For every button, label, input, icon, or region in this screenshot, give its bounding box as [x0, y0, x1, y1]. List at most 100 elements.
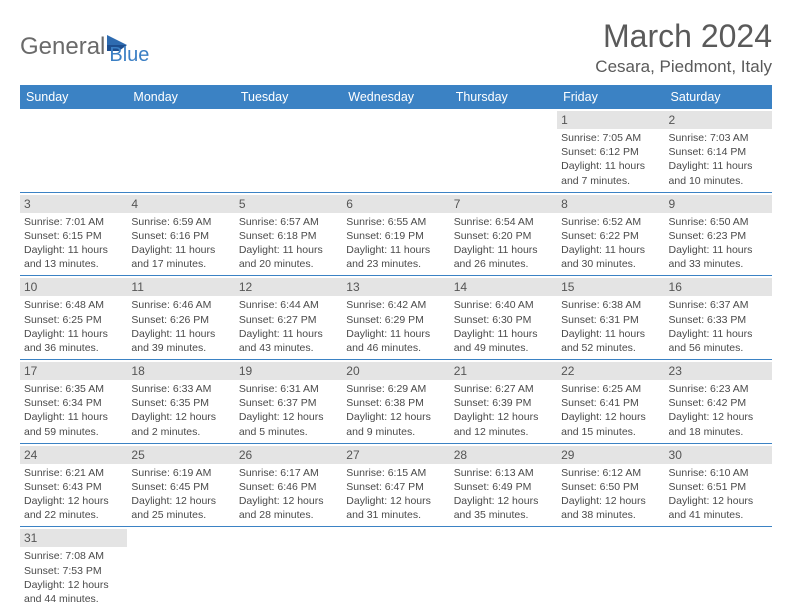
calendar-cell: 25Sunrise: 6:19 AMSunset: 6:45 PMDayligh… — [127, 443, 234, 527]
day-number: 17 — [20, 362, 127, 380]
calendar-cell: 3Sunrise: 7:01 AMSunset: 6:15 PMDaylight… — [20, 192, 127, 276]
day-info-line: Sunset: 6:35 PM — [131, 396, 230, 410]
day-info-line: Daylight: 12 hours — [561, 410, 660, 424]
day-info-line: Sunrise: 6:46 AM — [131, 298, 230, 312]
day-number: 9 — [665, 195, 772, 213]
day-number: 31 — [20, 529, 127, 547]
day-info-line: Daylight: 11 hours — [561, 327, 660, 341]
day-number: 14 — [450, 278, 557, 296]
day-info-line: and 30 minutes. — [561, 257, 660, 271]
calendar-cell: 19Sunrise: 6:31 AMSunset: 6:37 PMDayligh… — [235, 360, 342, 444]
day-number: 20 — [342, 362, 449, 380]
day-header: Friday — [557, 85, 664, 109]
day-info-line: Sunrise: 6:48 AM — [24, 298, 123, 312]
calendar-cell: 13Sunrise: 6:42 AMSunset: 6:29 PMDayligh… — [342, 276, 449, 360]
day-info-line: Sunrise: 6:35 AM — [24, 382, 123, 396]
calendar-cell: 30Sunrise: 6:10 AMSunset: 6:51 PMDayligh… — [665, 443, 772, 527]
calendar-cell: 1 Sunrise: 7:05 AMSunset: 6:12 PMDaylight… — [557, 109, 664, 192]
day-info-line: and 38 minutes. — [561, 508, 660, 522]
day-info-line: Sunset: 6:26 PM — [131, 313, 230, 327]
day-header: Wednesday — [342, 85, 449, 109]
calendar-cell: 21Sunrise: 6:27 AMSunset: 6:39 PMDayligh… — [450, 360, 557, 444]
day-info-line: Sunrise: 6:37 AM — [669, 298, 768, 312]
day-info-line: Sunrise: 6:38 AM — [561, 298, 660, 312]
calendar-cell: 31Sunrise: 7:08 AMSunset: 7:53 PMDayligh… — [20, 527, 127, 610]
calendar-body: 1Sunrise: 7:05 AMSunset: 6:12 PMDaylight… — [20, 109, 772, 610]
day-header: Thursday — [450, 85, 557, 109]
day-info-line: Sunrise: 6:54 AM — [454, 215, 553, 229]
day-info-line: Sunrise: 7:08 AM — [24, 549, 123, 563]
day-info-line: Sunset: 6:25 PM — [24, 313, 123, 327]
day-info-line: and 35 minutes. — [454, 508, 553, 522]
day-info-line: Sunset: 6:51 PM — [669, 480, 768, 494]
day-info-line: Sunset: 6:50 PM — [561, 480, 660, 494]
day-info-line: Sunset: 6:41 PM — [561, 396, 660, 410]
calendar-cell — [450, 527, 557, 610]
calendar-cell: 18Sunrise: 6:33 AMSunset: 6:35 PMDayligh… — [127, 360, 234, 444]
day-info-line: Sunset: 6:22 PM — [561, 229, 660, 243]
calendar-cell: 20Sunrise: 6:29 AMSunset: 6:38 PMDayligh… — [342, 360, 449, 444]
calendar-row: 24Sunrise: 6:21 AMSunset: 6:43 PMDayligh… — [20, 443, 772, 527]
day-info-line: and 25 minutes. — [131, 508, 230, 522]
calendar-cell — [557, 527, 664, 610]
day-info-line: Sunset: 6:15 PM — [24, 229, 123, 243]
day-info-line: Sunset: 6:49 PM — [454, 480, 553, 494]
day-info-line: and 33 minutes. — [669, 257, 768, 271]
day-info-line: Daylight: 12 hours — [454, 494, 553, 508]
day-number: 1 — [557, 111, 664, 129]
day-number: 27 — [342, 446, 449, 464]
day-info-line: Daylight: 12 hours — [669, 494, 768, 508]
day-info-line: Sunrise: 7:01 AM — [24, 215, 123, 229]
day-info-line: Sunrise: 6:31 AM — [239, 382, 338, 396]
day-info-line: Daylight: 11 hours — [561, 159, 660, 173]
day-info-line: Sunrise: 6:13 AM — [454, 466, 553, 480]
day-info-line: Sunset: 6:34 PM — [24, 396, 123, 410]
day-info-line: Daylight: 11 hours — [669, 159, 768, 173]
calendar-cell — [127, 527, 234, 610]
calendar-cell: 29Sunrise: 6:12 AMSunset: 6:50 PMDayligh… — [557, 443, 664, 527]
day-info-line: Daylight: 12 hours — [346, 410, 445, 424]
calendar-cell — [235, 109, 342, 192]
day-info-line: Daylight: 11 hours — [239, 243, 338, 257]
day-number: 11 — [127, 278, 234, 296]
day-info-line: Daylight: 12 hours — [24, 494, 123, 508]
day-info-line: Sunset: 6:12 PM — [561, 145, 660, 159]
day-info-line: and 10 minutes. — [669, 174, 768, 188]
day-info-line: and 56 minutes. — [669, 341, 768, 355]
day-info-line: Daylight: 11 hours — [239, 327, 338, 341]
day-info-line: Sunset: 6:30 PM — [454, 313, 553, 327]
day-info-line: and 2 minutes. — [131, 425, 230, 439]
calendar-cell: 28Sunrise: 6:13 AMSunset: 6:49 PMDayligh… — [450, 443, 557, 527]
day-info-line: and 26 minutes. — [454, 257, 553, 271]
title-block: March 2024 Cesara, Piedmont, Italy — [595, 18, 772, 77]
day-info-line: Sunset: 6:19 PM — [346, 229, 445, 243]
day-info-line: Sunrise: 6:57 AM — [239, 215, 338, 229]
day-info-line: and 22 minutes. — [24, 508, 123, 522]
day-info-line: Sunrise: 7:05 AM — [561, 131, 660, 145]
calendar-cell: 26Sunrise: 6:17 AMSunset: 6:46 PMDayligh… — [235, 443, 342, 527]
calendar-cell: 12Sunrise: 6:44 AMSunset: 6:27 PMDayligh… — [235, 276, 342, 360]
day-number: 23 — [665, 362, 772, 380]
day-info-line: Sunset: 6:31 PM — [561, 313, 660, 327]
day-info-line: Daylight: 11 hours — [24, 410, 123, 424]
day-info-line: Daylight: 12 hours — [239, 494, 338, 508]
day-number: 13 — [342, 278, 449, 296]
day-info-line: Daylight: 12 hours — [454, 410, 553, 424]
calendar-cell: 8Sunrise: 6:52 AMSunset: 6:22 PMDaylight… — [557, 192, 664, 276]
day-info-line: Sunset: 6:45 PM — [131, 480, 230, 494]
day-info-line: Daylight: 12 hours — [131, 494, 230, 508]
day-info-line: Daylight: 12 hours — [669, 410, 768, 424]
day-info-line: Sunset: 6:14 PM — [669, 145, 768, 159]
calendar-cell — [235, 527, 342, 610]
day-info-line: Sunrise: 6:17 AM — [239, 466, 338, 480]
day-info-line: Daylight: 11 hours — [131, 327, 230, 341]
day-header: Sunday — [20, 85, 127, 109]
day-number: 18 — [127, 362, 234, 380]
day-info-line: Sunrise: 6:50 AM — [669, 215, 768, 229]
calendar-cell — [450, 109, 557, 192]
logo: General Blue — [20, 18, 149, 67]
day-header-row: SundayMondayTuesdayWednesdayThursdayFrid… — [20, 85, 772, 109]
header: General Blue March 2024 Cesara, Piedmont… — [20, 18, 772, 77]
calendar-cell: 23Sunrise: 6:23 AMSunset: 6:42 PMDayligh… — [665, 360, 772, 444]
day-info-line: Sunrise: 6:21 AM — [24, 466, 123, 480]
